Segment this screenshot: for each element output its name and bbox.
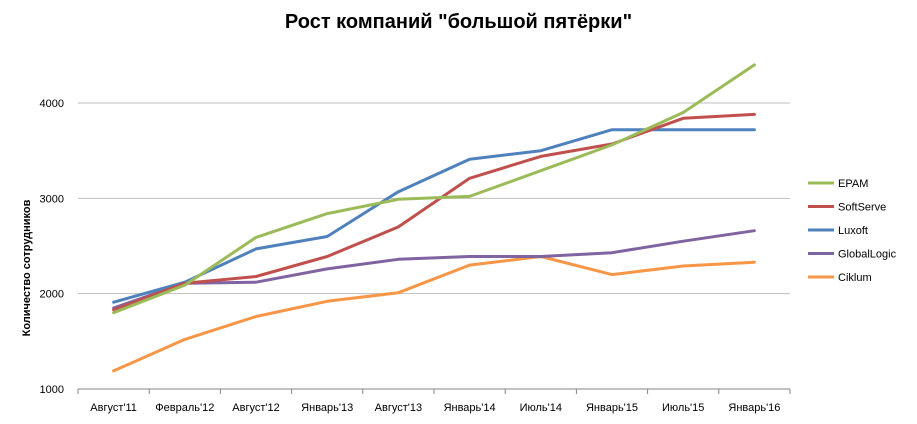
x-tick-label: Январь'15 [586, 402, 638, 414]
y-axis-ticks: 1000 2000 3000 4000 [40, 98, 64, 396]
legend-label: SoftServe [838, 202, 886, 214]
x-axis [77, 388, 791, 394]
legend-label: EPAM [838, 178, 868, 190]
x-tick-label: Июль'14 [520, 402, 562, 414]
legend-label: GlobalLogic [838, 249, 897, 261]
series-line-luxoft [112, 128, 756, 304]
y-tick-label: 4000 [40, 98, 64, 110]
x-tick-label: Январь'16 [728, 402, 780, 414]
y-tick-label: 1000 [40, 384, 64, 396]
y-tick-label: 3000 [40, 193, 64, 205]
series-line-globallogic [112, 229, 756, 310]
y-tick-label: 2000 [40, 289, 64, 301]
series-lines [112, 63, 756, 373]
x-axis-ticks: Август'11 Февраль'12 Август'12 Январь'13 Авг… [90, 402, 780, 414]
x-tick-label: Январь'13 [301, 402, 353, 414]
series-line-ciklum [112, 255, 756, 373]
legend-label: Luxoft [838, 225, 868, 237]
x-tick-label: Август'11 [90, 402, 137, 414]
legend: EPAM SoftServe Luxoft GlobalLogic Ciklum [808, 178, 897, 284]
x-tick-label: Июль'15 [662, 402, 704, 414]
series-line-softserve [112, 112, 756, 312]
x-tick-label: Август'12 [232, 402, 279, 414]
series-line-epam [112, 63, 756, 315]
x-tick-label: Август'13 [375, 402, 422, 414]
x-tick-label: Февраль'12 [155, 402, 214, 414]
x-tick-label: Январь'14 [444, 402, 496, 414]
legend-label: Ciklum [838, 272, 872, 284]
chart-title: Рост компаний "большой пятёрки" [284, 11, 633, 33]
y-axis-title: Количество сотрудников [21, 199, 33, 336]
